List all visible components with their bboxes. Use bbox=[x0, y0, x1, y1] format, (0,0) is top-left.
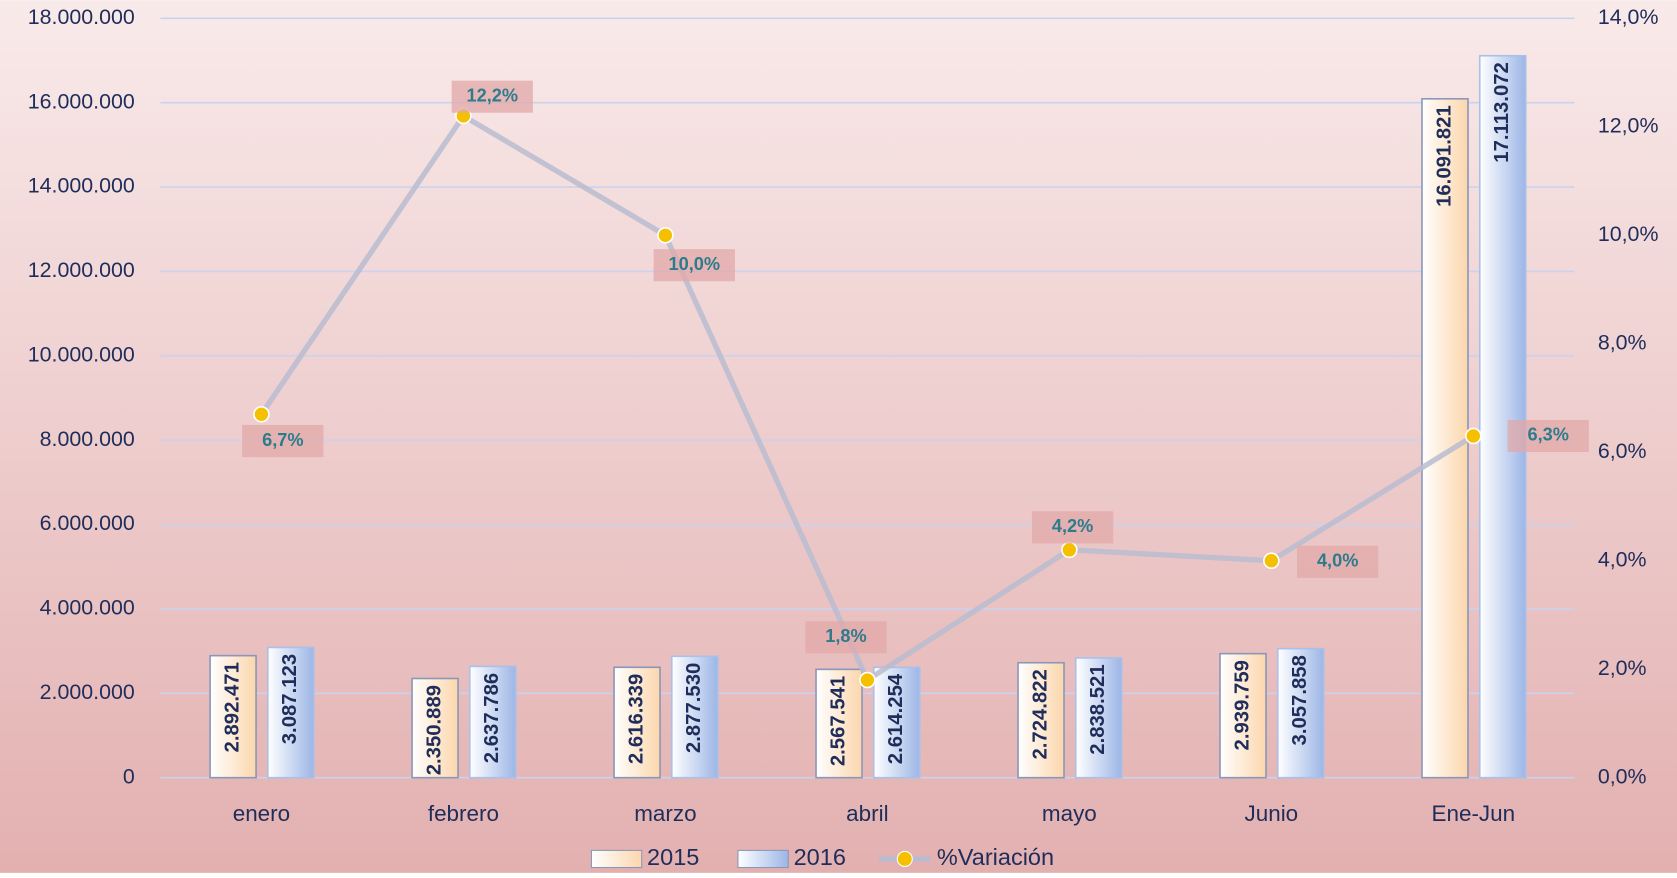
line-marker bbox=[1465, 427, 1482, 445]
y2-tick-label: 14,0% bbox=[1598, 5, 1659, 29]
x-tick-label: enero bbox=[233, 801, 290, 826]
legend-marker bbox=[896, 850, 913, 867]
label-box bbox=[805, 621, 887, 654]
bar bbox=[1074, 657, 1123, 779]
y2-tick-label: 2,0% bbox=[1598, 656, 1647, 680]
y-tick-label: 4.000.000 bbox=[40, 596, 135, 620]
y-tick-label: 0 bbox=[123, 764, 135, 788]
line-marker bbox=[253, 405, 270, 423]
y2-tick-label: 10,0% bbox=[1598, 222, 1659, 246]
label-box bbox=[242, 424, 324, 458]
bar-value-label: 2.877.530 bbox=[683, 663, 705, 753]
bar bbox=[815, 668, 863, 779]
bar-value-label: 2.724.822 bbox=[1029, 669, 1051, 759]
line-marker bbox=[1263, 552, 1280, 570]
y2-tick-label: 0,0% bbox=[1598, 764, 1647, 788]
line-marker bbox=[1061, 541, 1078, 559]
bar-value-label: 2.637.786 bbox=[481, 673, 503, 763]
line-value-label: 6,7% bbox=[262, 430, 303, 450]
bar bbox=[209, 654, 257, 779]
bar-value-label: 2.614.254 bbox=[885, 673, 907, 764]
bar bbox=[613, 666, 661, 779]
x-tick-label: Junio bbox=[1245, 801, 1299, 826]
bar-value-label: 2.939.759 bbox=[1231, 660, 1253, 750]
y-tick-label: 2.000.000 bbox=[40, 680, 135, 704]
bar bbox=[671, 655, 719, 779]
label-box bbox=[451, 80, 533, 113]
legend-swatch bbox=[737, 849, 789, 869]
x-tick-label: Ene-Jun bbox=[1432, 801, 1516, 826]
y-tick-label: 8.000.000 bbox=[40, 427, 135, 451]
y-tick-label: 18.000.000 bbox=[28, 5, 135, 29]
line-value-label: 6,3% bbox=[1527, 425, 1568, 445]
bar bbox=[469, 665, 517, 779]
x-tick-label: marzo bbox=[634, 801, 696, 826]
bar bbox=[872, 666, 921, 779]
y-tick-label: 12.000.000 bbox=[28, 258, 135, 282]
legend-swatch bbox=[590, 849, 643, 869]
line-value-label: 4,0% bbox=[1317, 551, 1358, 571]
legend-label: 2015 bbox=[647, 844, 699, 870]
line-value-label: 12,2% bbox=[467, 85, 519, 105]
y2-tick-label: 8,0% bbox=[1598, 330, 1647, 354]
bar bbox=[1478, 54, 1527, 779]
bar-value-label: 2.892.471 bbox=[221, 662, 243, 752]
bar-value-label: 2.838.521 bbox=[1087, 664, 1109, 754]
bar-value-label: 17.113.072 bbox=[1491, 62, 1513, 163]
y-tick-label: 14.000.000 bbox=[28, 174, 135, 198]
bar-value-label: 2.567.541 bbox=[827, 676, 849, 766]
y2-tick-label: 6,0% bbox=[1598, 439, 1647, 463]
y2-tick-label: 12,0% bbox=[1598, 113, 1659, 137]
bar-value-label: 16.091.821 bbox=[1433, 105, 1455, 207]
legend-label: 2016 bbox=[794, 844, 846, 870]
x-tick-label: abril bbox=[846, 801, 888, 826]
bar bbox=[1421, 98, 1469, 779]
legend-label: %Variación bbox=[937, 844, 1054, 870]
bar bbox=[1276, 647, 1325, 779]
y-tick-label: 10.000.000 bbox=[28, 342, 135, 366]
x-tick-label: febrero bbox=[428, 801, 499, 826]
y-tick-label: 16.000.000 bbox=[28, 89, 135, 113]
line-value-label: 1,8% bbox=[825, 626, 866, 646]
line-value-label: 10,0% bbox=[669, 254, 721, 274]
y-tick-label: 6.000.000 bbox=[40, 511, 135, 535]
bar bbox=[411, 677, 459, 779]
label-box bbox=[1507, 419, 1589, 453]
y2-tick-label: 4,0% bbox=[1598, 547, 1647, 571]
bar-value-label: 3.087.123 bbox=[279, 654, 301, 744]
line-marker bbox=[859, 671, 876, 689]
label-box bbox=[653, 249, 735, 282]
line-marker bbox=[657, 226, 674, 244]
label-box bbox=[1031, 511, 1114, 544]
bar-value-label: 3.057.858 bbox=[1289, 655, 1311, 745]
bar-value-label: 2.616.339 bbox=[625, 674, 647, 764]
x-tick-label: mayo bbox=[1042, 801, 1097, 826]
bar-value-label: 2.350.889 bbox=[423, 685, 445, 775]
bar bbox=[1219, 652, 1267, 779]
line-value-label: 4,2% bbox=[1052, 516, 1093, 536]
bar bbox=[1017, 661, 1065, 779]
bar bbox=[267, 646, 315, 779]
label-box bbox=[1297, 545, 1379, 578]
